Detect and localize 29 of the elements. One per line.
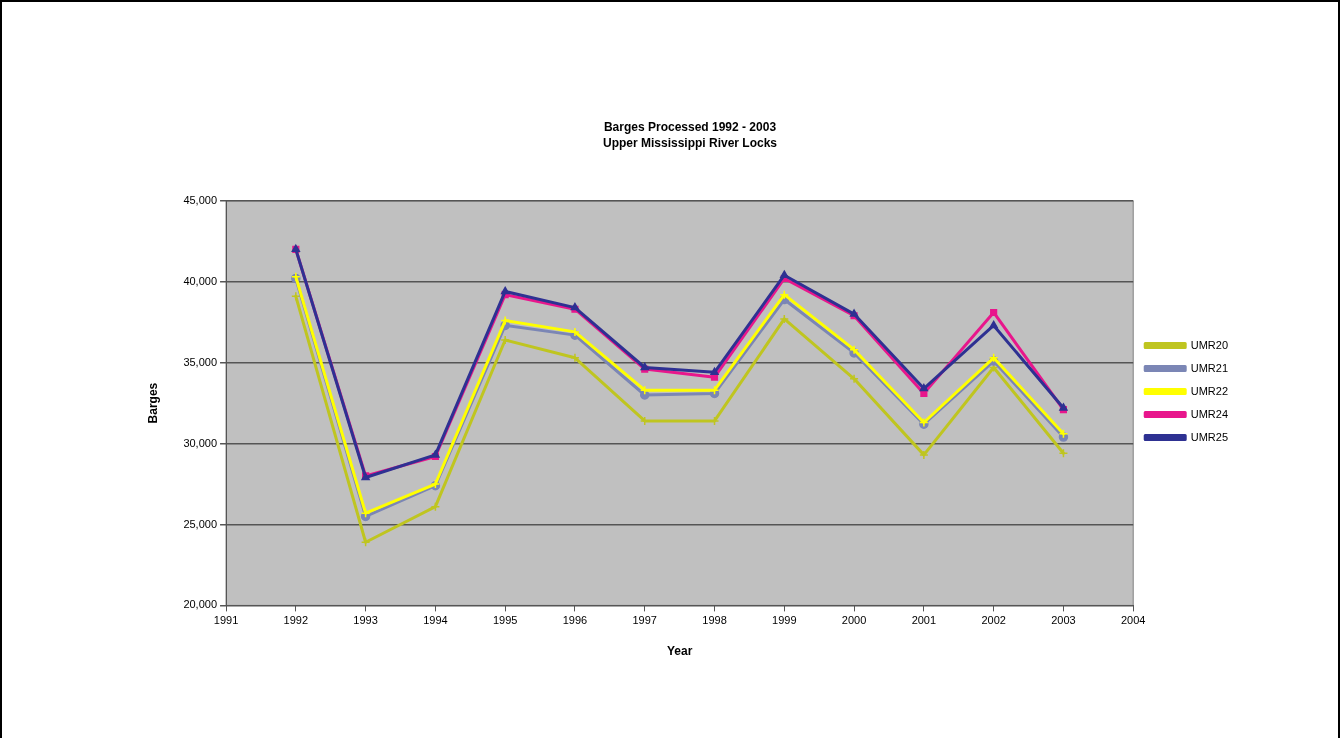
legend-label: UMR20 bbox=[1190, 338, 1229, 351]
x-tick-label: 1991 bbox=[213, 614, 239, 627]
x-tick-label: 1992 bbox=[283, 614, 309, 627]
x-tick-label: 1998 bbox=[702, 614, 727, 627]
x-tick-label: 1996 bbox=[562, 614, 588, 627]
y-tick-label: 45,000 bbox=[183, 193, 218, 206]
legend-label: UMR24 bbox=[1190, 407, 1229, 420]
x-tick-label: 2001 bbox=[911, 614, 937, 627]
x-tick-label: 2003 bbox=[1051, 614, 1076, 627]
legend-label: UMR22 bbox=[1190, 384, 1229, 397]
chart-title: Barges Processed 1992 - 2003 bbox=[603, 119, 777, 134]
x-tick-label: 1994 bbox=[423, 614, 448, 627]
x-tick-label: 2002 bbox=[981, 614, 1006, 627]
x-tick-label: 1999 bbox=[772, 614, 797, 627]
x-tick-label: 1995 bbox=[492, 614, 518, 627]
x-tick-label: 2000 bbox=[841, 614, 867, 627]
y-axis-title: Barges bbox=[145, 382, 160, 424]
chart-subtitle: Upper Mississippi River Locks bbox=[602, 135, 778, 150]
y-tick-label: 30,000 bbox=[183, 436, 218, 449]
legend-label: UMR25 bbox=[1190, 430, 1229, 443]
y-tick-label: 20,000 bbox=[183, 598, 218, 611]
x-tick-label: 1997 bbox=[632, 614, 657, 627]
y-tick-label: 35,000 bbox=[183, 355, 218, 368]
x-tick-label: 2004 bbox=[1120, 614, 1146, 627]
x-axis-title: Year bbox=[666, 644, 693, 659]
legend-label: UMR21 bbox=[1190, 361, 1229, 374]
y-tick-label: 40,000 bbox=[183, 274, 218, 287]
y-tick-label: 25,000 bbox=[183, 517, 218, 530]
x-tick-label: 1993 bbox=[353, 614, 378, 627]
